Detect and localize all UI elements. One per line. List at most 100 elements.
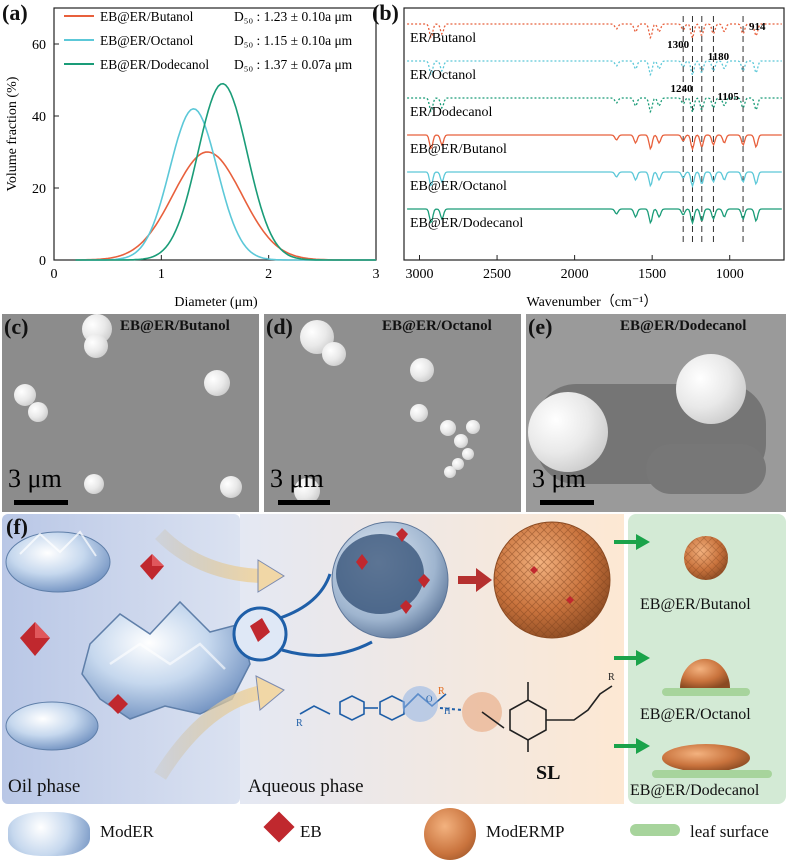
x-tick-label: 2: [265, 267, 272, 282]
process-arrow-head: [257, 559, 285, 593]
particle: [204, 370, 230, 396]
panel-label-e: (e): [528, 314, 553, 339]
spectrum-label: EB@ER/Dodecanol: [410, 216, 523, 231]
series-line: [75, 151, 376, 261]
sem-title: EB@ER/Dodecanol: [620, 318, 747, 334]
spectrum-label: ER/Dodecanol: [410, 105, 493, 120]
hydrogen-bond-highlight: [402, 686, 438, 722]
size-distribution-chart: 0 1 2 3 0 20 40 60 Diameter (μm) Volume fraction …: [5, 7, 380, 310]
result-label-octanol: EB@ER/Octanol: [640, 706, 751, 723]
result-label-dodecanol: EB@ER/Dodecanol: [630, 782, 760, 799]
legend-label: leaf surface: [690, 822, 769, 841]
modermp-icon: [424, 808, 476, 860]
y-tick-label: 60: [32, 38, 46, 53]
result-dodecanol-particle: [652, 744, 772, 778]
series-line: [75, 82, 376, 261]
x-tick-label: 1000: [716, 267, 744, 282]
y-tick-label: 40: [32, 110, 46, 125]
spectrum-line: [407, 23, 782, 41]
oil-phase-label: Oil phase: [8, 776, 81, 797]
leaf-surface-icon: [630, 824, 680, 836]
result-label-butanol: EB@ER/Butanol: [640, 596, 751, 613]
panel-label-a: (a): [2, 0, 28, 25]
panel-label-c: (c): [4, 314, 29, 339]
sem-image-dodecanol: EB@ER/Dodecanol 3 μm: [526, 314, 786, 512]
x-tick-label: 3000: [406, 267, 434, 282]
y-axis-label: Volume fraction (%): [5, 76, 20, 191]
scheme-graphic: R R R O H: [5, 521, 772, 780]
scale-bar: [278, 500, 330, 505]
particle: [676, 354, 746, 424]
legend-row: ModER EB ModERMP leaf surface: [0, 806, 788, 862]
panel-label-b: (b): [372, 0, 399, 25]
process-arrow-head: [255, 675, 285, 711]
panel-label-d: (d): [266, 314, 293, 339]
plot-frame: [53, 7, 377, 261]
transform-arrow: [458, 568, 492, 592]
legend-label: EB@ER/Butanol: [100, 9, 194, 24]
molecule-r: R: [608, 672, 615, 683]
sem-title: EB@ER/Octanol: [382, 318, 492, 334]
scale-label: 3 μm: [270, 464, 324, 493]
particle: [452, 458, 464, 470]
moder-cluster-top: [5, 530, 111, 593]
aqueous-phase-label: Aqueous phase: [248, 776, 364, 797]
result-octanol-particle: [662, 658, 750, 696]
ftir-chart: 3000 2500 2000 1500 1000 Wavenumber（cm⁻¹） ER/…: [403, 7, 785, 310]
particle: [220, 476, 242, 498]
legend-d50: D₅₀ : 1.15 ± 0.10a μm: [234, 33, 353, 48]
particle: [410, 358, 434, 382]
shell-cutaway: [331, 521, 449, 639]
result-arrow: [614, 738, 650, 754]
peak-annotation: 1180: [708, 51, 730, 63]
spectrum-label: ER/Butanol: [410, 31, 476, 46]
spectrum-label: EB@ER/Butanol: [410, 142, 507, 157]
process-arrow: [154, 685, 264, 780]
spectrum-label: EB@ER/Octanol: [410, 179, 507, 194]
result-arrow: [614, 534, 650, 550]
x-tick-label: 1500: [638, 267, 666, 282]
molecule-o: O: [426, 694, 433, 704]
spectrum-line: [407, 134, 782, 152]
sl-structure: [481, 682, 613, 752]
scale-bar: [14, 500, 68, 505]
particle: [462, 448, 474, 460]
molecule-h: H: [444, 706, 451, 716]
panel-label-f: (f): [6, 514, 28, 539]
spectrum-line: [407, 171, 782, 189]
eb-crystal: [108, 694, 128, 714]
eb-crystal: [20, 622, 50, 656]
legend-label: EB@ER/Dodecanol: [100, 57, 209, 72]
particle: [410, 404, 428, 422]
legend-label: EB: [300, 822, 322, 841]
process-arrow: [155, 528, 263, 583]
particle: [28, 402, 48, 422]
particle: [454, 434, 468, 448]
plot-frame: [403, 7, 785, 261]
peak-annotation: 1105: [717, 91, 739, 103]
particle: [528, 392, 608, 472]
spectrum-line: [407, 208, 782, 226]
particle: [14, 384, 36, 406]
legend-d50: D₅₀ : 1.37 ± 0.07a μm: [234, 57, 353, 72]
result-butanol-particle: [684, 536, 728, 580]
legend-d50: D₅₀ : 1.23 ± 0.10a μm: [234, 9, 353, 24]
spread-film: [646, 444, 766, 494]
particle: [440, 420, 456, 436]
spectrum-line: [407, 97, 782, 115]
spectrum-line: [407, 60, 782, 78]
molecule-r: R: [438, 686, 445, 697]
scale-label: 3 μm: [8, 464, 62, 493]
sem-image-octanol: EB@ER/Octanol 3 μm: [264, 314, 521, 512]
series-line: [75, 107, 376, 261]
x-tick-label: 0: [51, 267, 58, 282]
eb-crystal: [140, 554, 164, 580]
particle: [294, 478, 320, 504]
moder-cluster-bottom: [5, 701, 99, 751]
peak-annotation: 1240: [670, 83, 693, 95]
particle: [444, 466, 456, 478]
sem-title: EB@ER/Butanol: [120, 318, 230, 334]
x-tick-label: 2000: [561, 267, 589, 282]
result-arrow: [614, 650, 650, 666]
y-tick-label: 0: [39, 254, 46, 269]
